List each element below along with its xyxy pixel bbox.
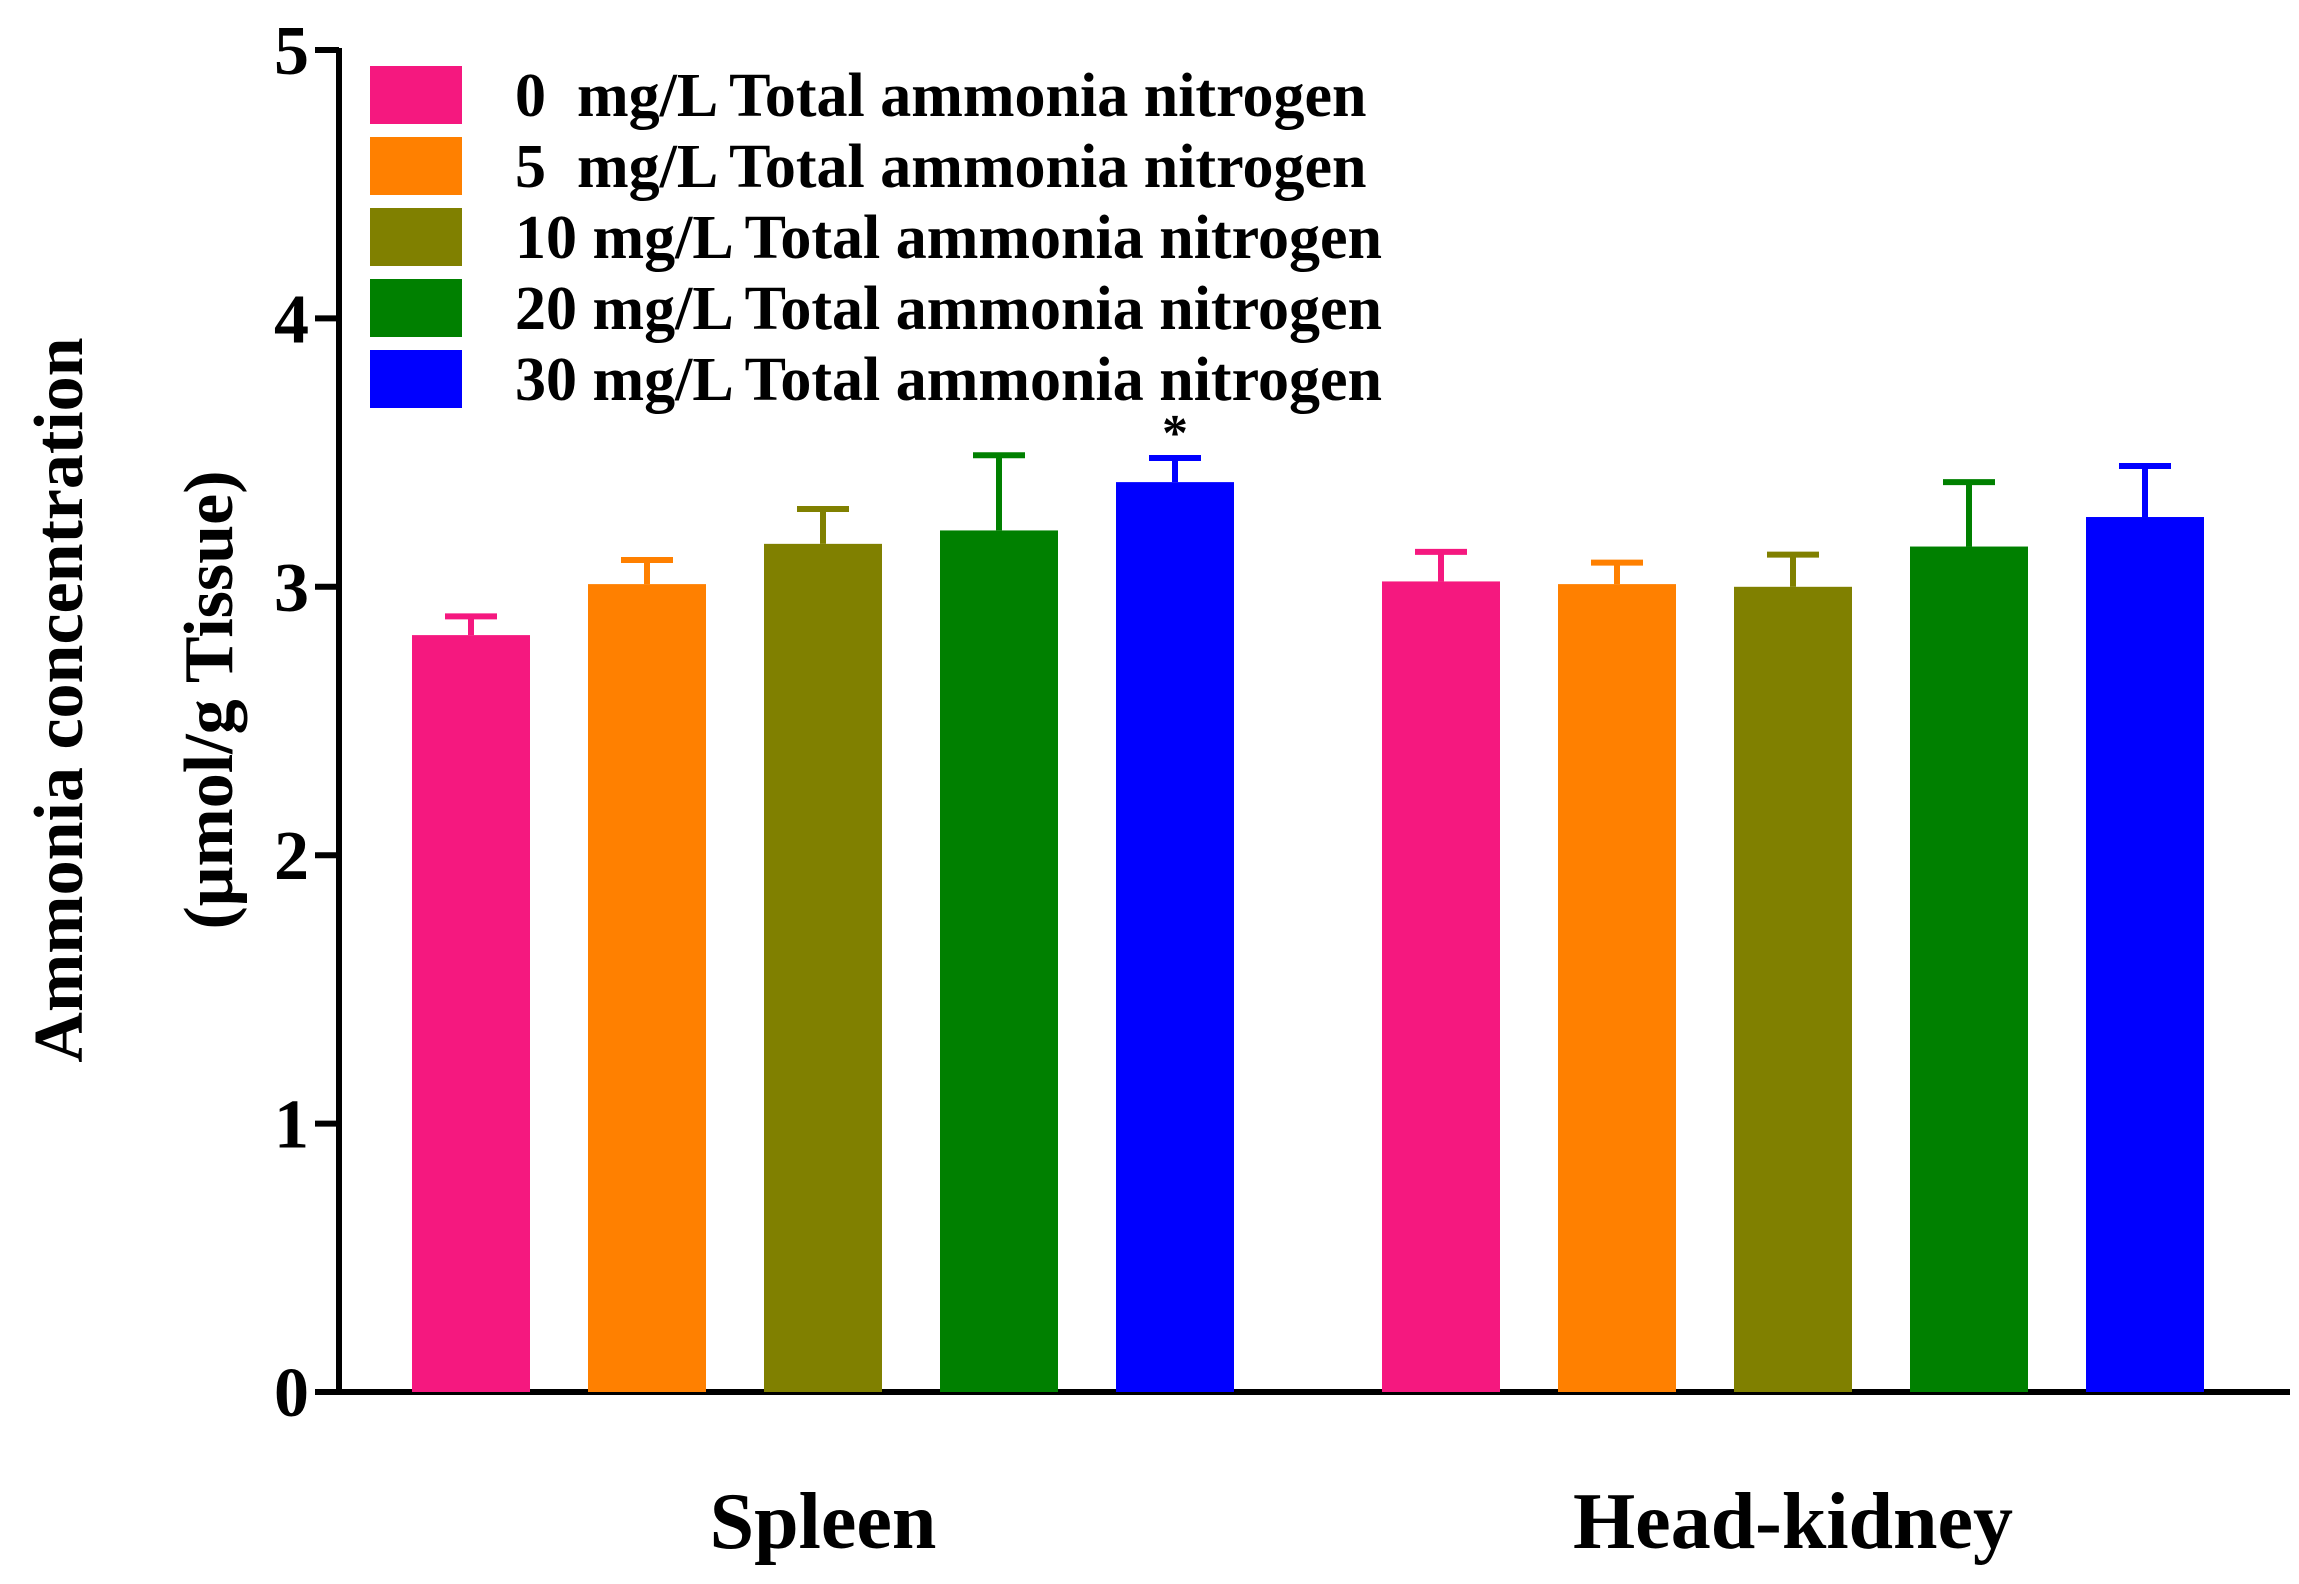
y-tick-label-0: 0 (274, 1355, 309, 1432)
y-tick-label-5: 5 (274, 13, 309, 90)
legend-label-2: 10 mg/L Total ammonia nitrogen (515, 204, 1382, 272)
bar-head-kidney-series-3 (1910, 546, 2028, 1392)
bar-spleen-series-0 (412, 635, 530, 1392)
legend-label-3: 20 mg/L Total ammonia nitrogen (515, 275, 1382, 343)
legend-swatch-3 (370, 279, 462, 337)
bar-head-kidney-series-1 (1558, 584, 1676, 1392)
legend-label-1: 5 mg/L Total ammonia nitrogen (515, 133, 1366, 201)
y-axis-title-line1: Ammonia concentration (21, 337, 98, 1062)
bar-spleen-series-4 (1116, 482, 1234, 1392)
bar-head-kidney-series-0 (1382, 581, 1500, 1392)
x-category-label-head-kidney: Head-kidney (1573, 1478, 2013, 1566)
legend-swatch-2 (370, 208, 462, 266)
y-tick-label-2: 2 (274, 818, 309, 895)
legend-label-4: 30 mg/L Total ammonia nitrogen (515, 346, 1382, 414)
y-tick-label-3: 3 (274, 550, 309, 627)
significance-marker-0: * (1162, 405, 1188, 462)
y-axis: 0 1 2 3 4 5 (274, 13, 342, 1432)
bar-head-kidney-series-2 (1734, 586, 1852, 1392)
bar-spleen-series-1 (588, 584, 706, 1392)
y-axis-title: Ammonia concentration (μmol/g Tissue) (21, 337, 248, 1062)
legend-swatch-4 (370, 350, 462, 408)
bar-spleen-series-3 (940, 530, 1058, 1392)
bar-series-group: * (412, 405, 2204, 1392)
legend-label-0: 0 mg/L Total ammonia nitrogen (515, 62, 1366, 130)
bar-spleen-series-2 (764, 543, 882, 1392)
x-category-label-spleen: Spleen (710, 1478, 937, 1566)
y-axis-title-line2: (μmol/g Tissue) (171, 470, 248, 929)
y-tick-label-4: 4 (274, 281, 309, 358)
bar-head-kidney-series-4 (2086, 517, 2204, 1392)
legend-swatch-0 (370, 66, 462, 124)
legend-swatch-1 (370, 137, 462, 195)
x-axis: Spleen Head-kidney (336, 1370, 2290, 1566)
y-tick-label-1: 1 (274, 1087, 309, 1164)
